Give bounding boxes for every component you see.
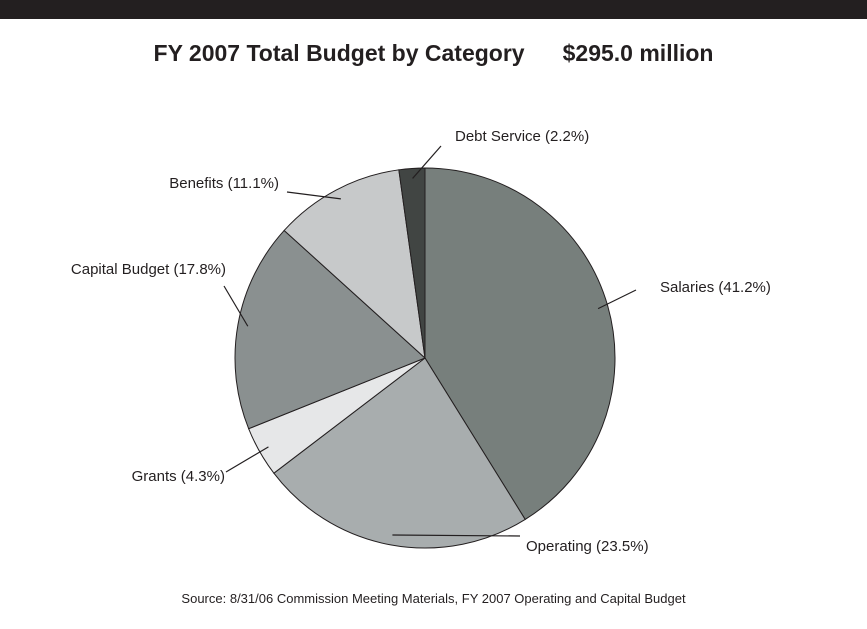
source-note: Source: 8/31/06 Commission Meeting Mater… xyxy=(181,591,686,606)
leader-benefits xyxy=(286,191,341,200)
chart-header: FY 2007 Total Budget by Category $295.0 m… xyxy=(0,40,867,67)
label-benefits: Benefits (11.1%) xyxy=(169,175,279,192)
slice-labels: Salaries (41.2%) Operating (23.5%) Grants … xyxy=(71,128,771,555)
leader-salaries xyxy=(597,289,637,310)
pie-slices xyxy=(234,167,616,549)
leader-lines xyxy=(223,145,637,537)
slice-capital-budget xyxy=(234,229,426,430)
slice-operating xyxy=(273,357,526,549)
label-capital-budget: Capital Budget (17.8%) xyxy=(71,261,226,278)
leader-grants xyxy=(225,446,269,473)
label-debt-service: Debt Service (2.2%) xyxy=(455,128,589,145)
label-salaries: Salaries (41.2%) xyxy=(660,279,771,296)
leader-capital-budget xyxy=(223,285,249,327)
top-bar xyxy=(0,0,867,19)
label-operating: Operating (23.5%) xyxy=(526,538,649,555)
label-grants: Grants (4.3%) xyxy=(132,468,225,485)
chart-total: $295.0 million xyxy=(562,40,714,66)
leader-operating xyxy=(392,534,521,537)
slice-salaries xyxy=(424,167,616,521)
chart-title: FY 2007 Total Budget by Category xyxy=(153,40,525,66)
slice-debt-service xyxy=(398,167,426,359)
slice-benefits xyxy=(283,169,426,360)
leader-debt-service xyxy=(412,145,442,179)
